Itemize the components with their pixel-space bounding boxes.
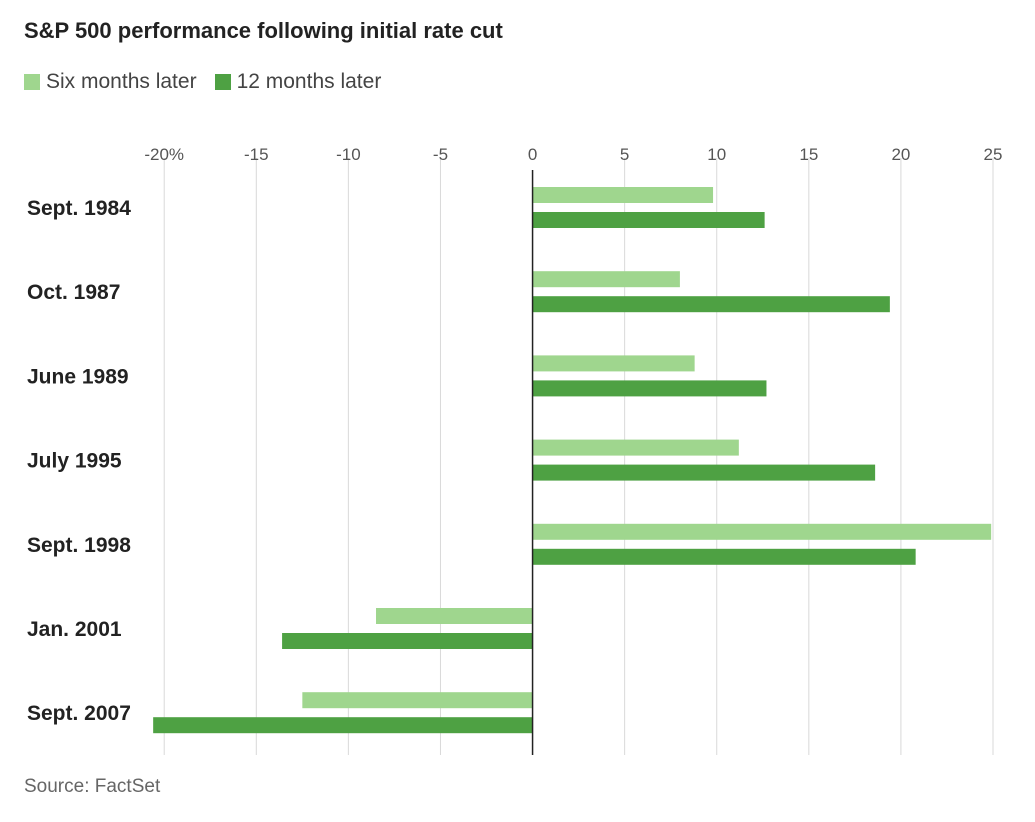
chart-title: S&P 500 performance following initial ra…: [24, 18, 503, 43]
x-tick-label: -5: [433, 145, 448, 164]
legend-item-twelve-months: 12 months later: [214, 70, 382, 94]
bar-twelve-months: [532, 212, 765, 228]
source-note: Source: FactSet: [24, 776, 161, 797]
category-label: July 1995: [27, 450, 122, 473]
x-tick-label: -10: [336, 145, 361, 164]
bar-six-months: [532, 355, 695, 372]
category-label: Sept. 1998: [27, 534, 131, 557]
x-tick-label: 15: [799, 145, 818, 164]
bar-twelve-months: [153, 717, 533, 734]
x-tick-label: -20%: [144, 145, 184, 164]
bar-six-months: [532, 523, 992, 540]
legend-item-six-months: Six months later: [24, 70, 197, 94]
bar-six-months: [302, 692, 533, 709]
bar-six-months: [532, 439, 739, 456]
bar-six-months: [376, 608, 533, 624]
category-label: Jan. 2001: [27, 618, 122, 641]
x-tick-label: 5: [620, 145, 629, 164]
legend-label-six-months: Six months later: [46, 70, 197, 93]
bar-six-months: [532, 271, 680, 288]
legend: Six months later 12 months later: [24, 70, 399, 94]
bar-six-months: [532, 187, 714, 203]
legend-swatch-twelve-months: [214, 74, 231, 90]
category-label: Sept. 1984: [27, 197, 131, 220]
legend-label-twelve-months: 12 months later: [236, 70, 382, 93]
bar-twelve-months: [282, 633, 533, 649]
x-tick-label: 25: [984, 145, 1003, 164]
x-tick-label: -15: [244, 145, 269, 164]
category-label: Oct. 1987: [27, 281, 120, 304]
x-tick-label: 10: [707, 145, 726, 164]
bar-twelve-months: [532, 548, 916, 565]
x-tick-label: 0: [528, 145, 537, 164]
category-label: Sept. 2007: [27, 702, 131, 725]
bar-twelve-months: [532, 464, 876, 481]
bar-twelve-months: [532, 296, 890, 313]
legend-swatch-six-months: [24, 74, 40, 90]
x-tick-label: 20: [891, 145, 910, 164]
category-label: June 1989: [27, 365, 129, 388]
bar-twelve-months: [532, 380, 767, 397]
